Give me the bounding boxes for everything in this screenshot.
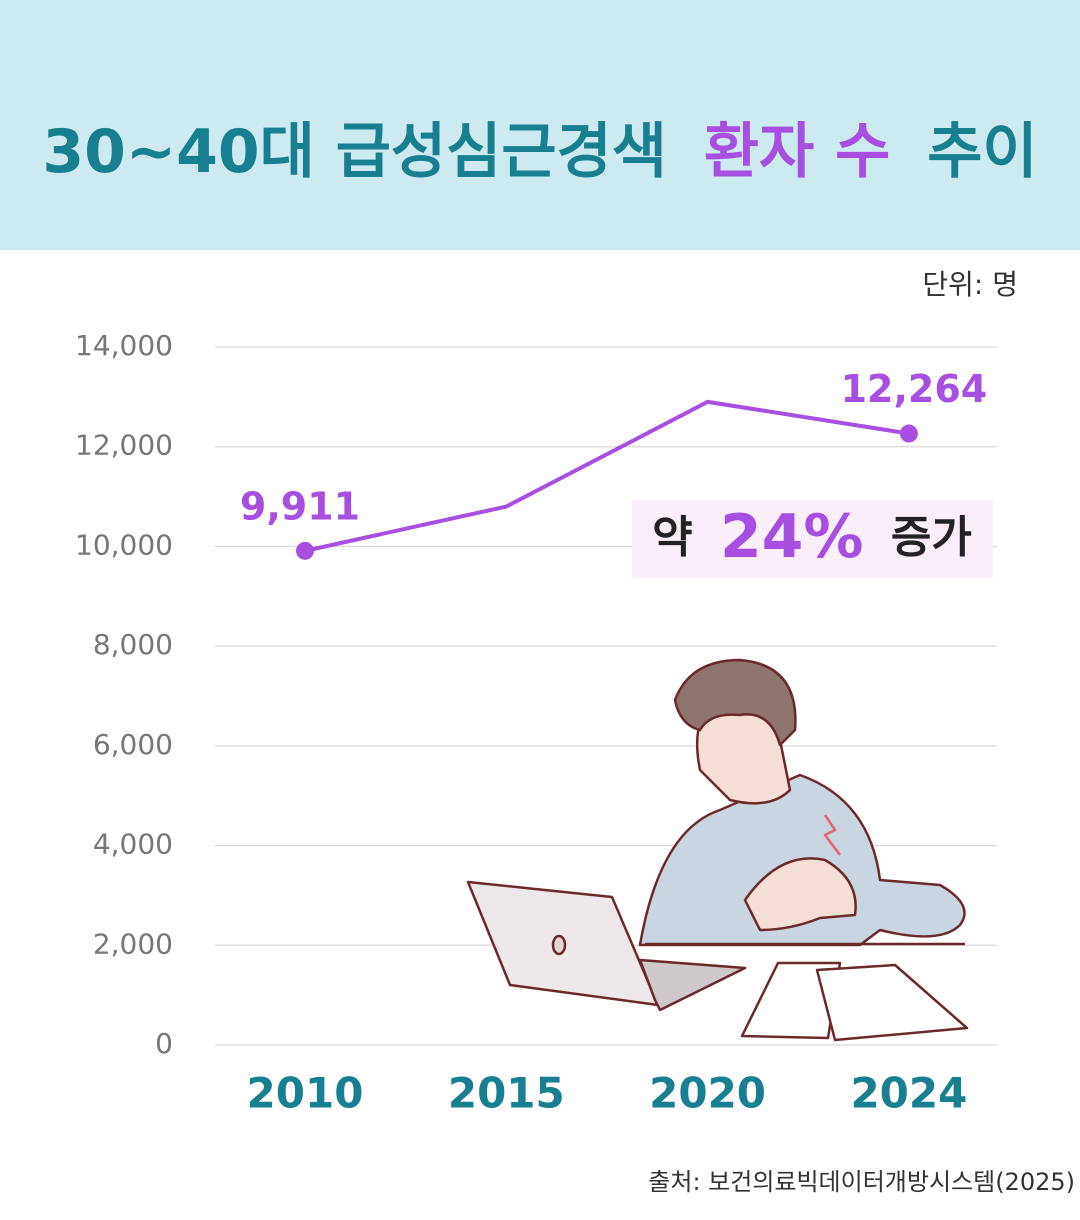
value-label: 9,911 [240, 484, 360, 528]
paper [815, 963, 969, 1042]
hands [743, 857, 857, 932]
y-tick-label: 2,000 [93, 927, 173, 960]
illustration [466, 658, 969, 1042]
x-tick-label: 2015 [448, 1069, 565, 1118]
annotation-part: 증가 [891, 512, 972, 563]
y-tick-label: 0 [155, 1027, 173, 1060]
laptop-base [638, 958, 747, 1012]
chart-title: 30~40대 급성심근경색 환자 수 추이 [42, 117, 1037, 187]
y-tick-label: 12,000 [75, 429, 173, 462]
title-part: 환자 수 [704, 117, 891, 187]
value-label: 12,264 [841, 367, 988, 411]
annotation-text: 약 24% 증가 [652, 502, 972, 572]
y-tick-label: 4,000 [93, 828, 173, 861]
x-tick-label: 2010 [247, 1069, 364, 1118]
y-tick-label: 8,000 [93, 628, 173, 661]
laptop-logo [551, 934, 567, 956]
point [899, 424, 918, 443]
source: 출처: 보건의료빅데이터개방시스템(2025) [648, 1168, 1075, 1196]
y-tick-label: 6,000 [93, 728, 173, 761]
hair [673, 658, 797, 747]
x-tick-label: 2024 [850, 1069, 967, 1118]
unit-label: 단위: 명 [922, 268, 1018, 301]
annotation-part: 약 [652, 512, 692, 563]
header-band [0, 0, 1080, 250]
x-tick-label: 2020 [649, 1069, 766, 1118]
y-tick-label: 10,000 [75, 528, 173, 561]
title-part: 30~40대 급성심근경색 [42, 117, 667, 187]
point [296, 541, 314, 560]
annotation-box [632, 500, 993, 578]
title-part: 추이 [927, 117, 1037, 187]
y-tick-label: 14,000 [75, 329, 173, 362]
paper [740, 961, 842, 1040]
pain-mark [823, 814, 841, 856]
annotation: 약 24% 증가 [632, 500, 993, 578]
annotation-part: 24% [720, 502, 864, 572]
line [304, 399, 910, 553]
